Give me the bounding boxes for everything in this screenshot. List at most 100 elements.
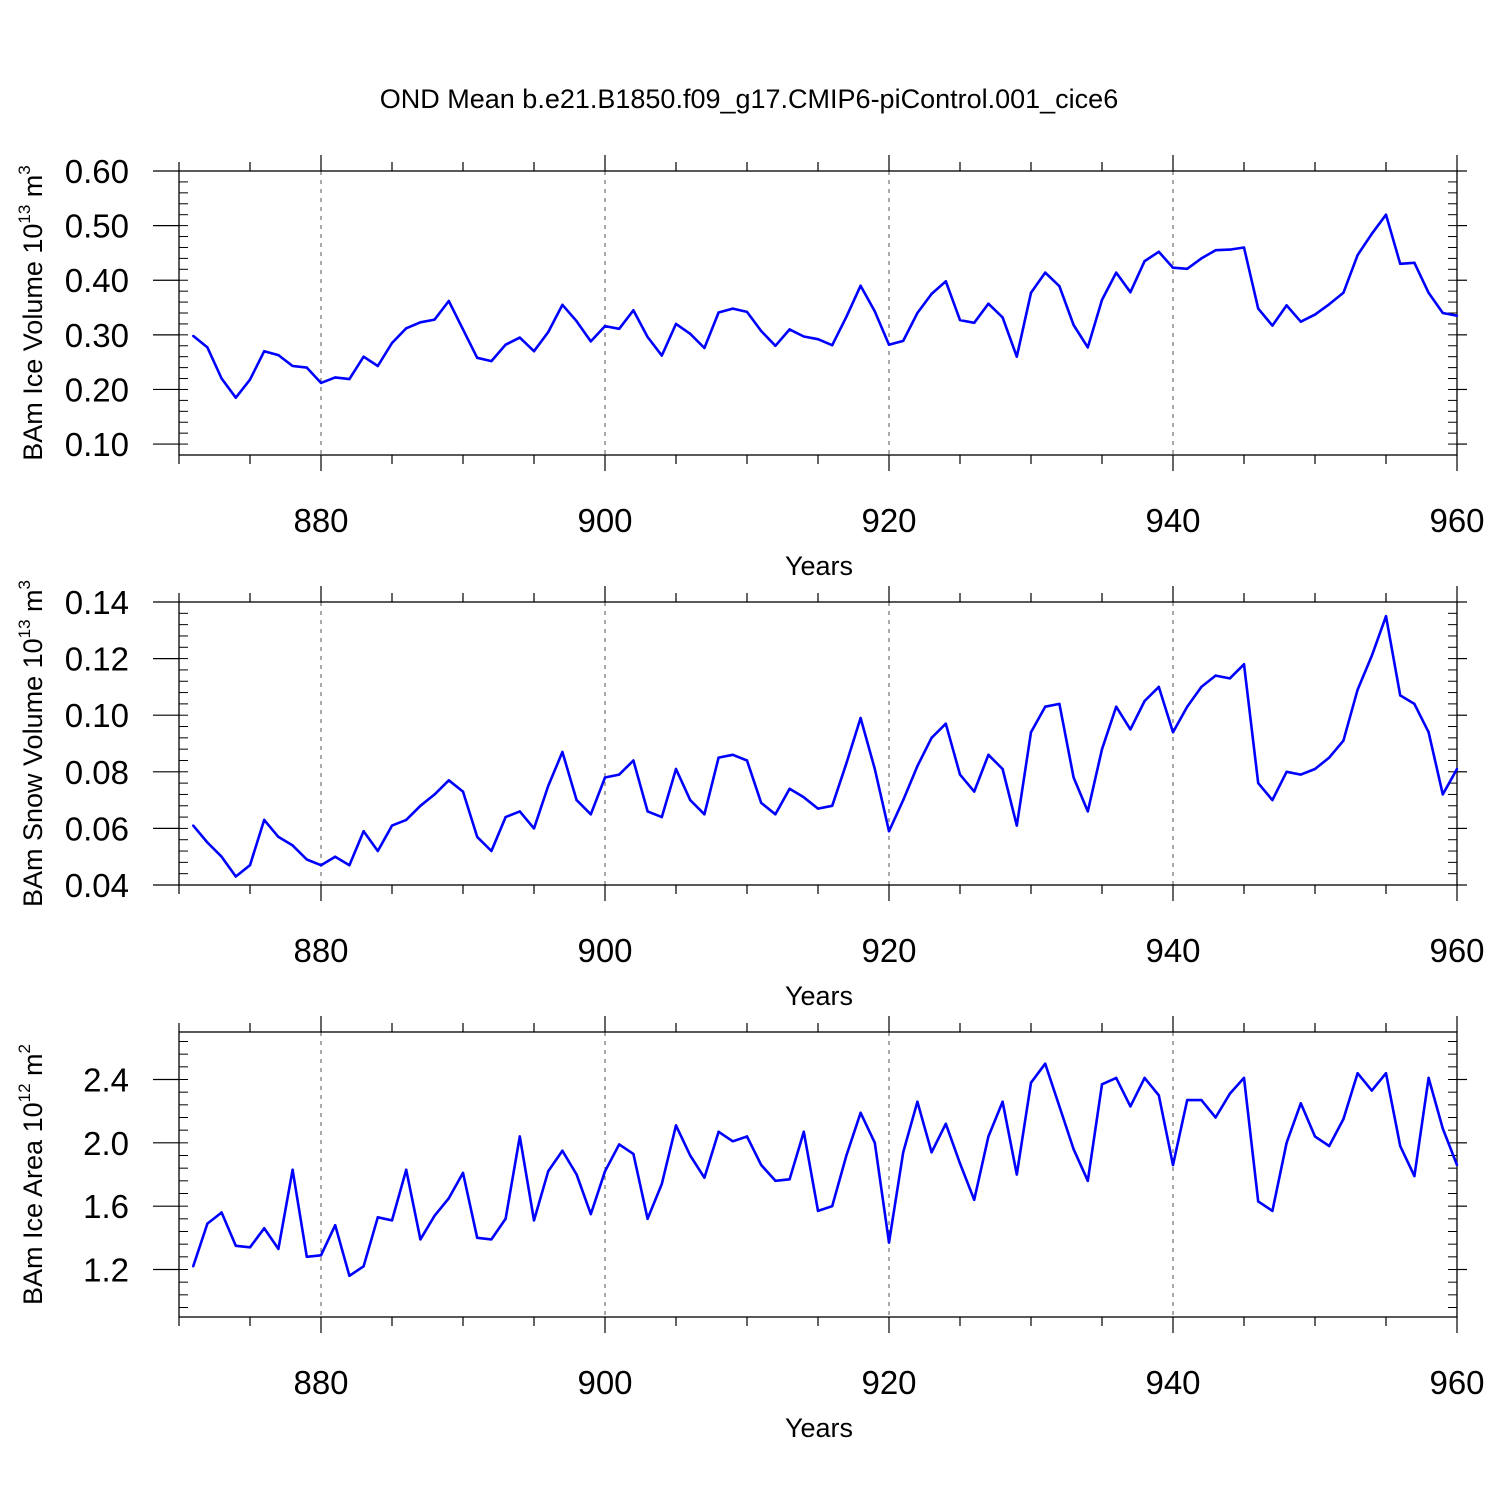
- data-point: [816, 1209, 820, 1213]
- data-point: [916, 311, 919, 315]
- y-tick-label: 0.40: [65, 262, 129, 299]
- data-point: [873, 767, 876, 771]
- data-point: [433, 318, 436, 321]
- data-point: [802, 796, 805, 799]
- data-point: [745, 759, 749, 762]
- data-point: [774, 344, 777, 347]
- y-tick-label: 0.10: [65, 697, 129, 734]
- data-point: [1100, 1083, 1104, 1086]
- y-tick-label: 0.10: [65, 426, 129, 463]
- data-point: [1115, 271, 1118, 274]
- data-point: [1356, 253, 1359, 257]
- data-point: [405, 818, 408, 822]
- data-point: [504, 343, 507, 346]
- data-point: [1242, 246, 1246, 249]
- data-point: [1441, 311, 1445, 315]
- data-point: [674, 322, 678, 326]
- data-point: [731, 1140, 734, 1143]
- data-point: [831, 344, 834, 347]
- data-point: [1200, 257, 1203, 260]
- data-point: [504, 1217, 507, 1221]
- series-line-snow-volume: [192, 614, 1459, 878]
- y-axis-label: BAm Snow Volume 1013 m3: [15, 580, 48, 907]
- data-point: [263, 350, 266, 353]
- data-point: [1015, 1173, 1018, 1176]
- data-point: [1271, 798, 1274, 802]
- data-point: [887, 343, 891, 346]
- data-point: [561, 303, 564, 307]
- data-point: [1342, 739, 1345, 742]
- data-point: [646, 335, 649, 339]
- data-point: [1455, 767, 1459, 771]
- data-point: [1271, 324, 1274, 327]
- data-point: [419, 321, 422, 324]
- data-point: [745, 310, 749, 314]
- data-point: [958, 1162, 962, 1165]
- x-tick-label: 920: [861, 502, 916, 539]
- data-point: [390, 341, 394, 345]
- data-point: [802, 1130, 805, 1133]
- y-tick-label: 0.14: [65, 584, 129, 621]
- data-point: [1342, 291, 1345, 294]
- data-point: [873, 310, 876, 313]
- data-point: [561, 750, 564, 754]
- data-point: [1455, 1163, 1459, 1167]
- data-point: [859, 716, 862, 720]
- data-point: [1072, 323, 1075, 327]
- data-point: [1214, 248, 1217, 252]
- data-point: [234, 875, 237, 878]
- data-point: [291, 844, 294, 847]
- data-point: [1086, 1179, 1090, 1183]
- y-axis-label-text: BAm Ice Area 10: [18, 1102, 48, 1305]
- data-point: [1342, 1117, 1345, 1121]
- data-point: [362, 1265, 365, 1268]
- data-point: [603, 776, 607, 779]
- data-point: [1186, 705, 1189, 708]
- data-point: [788, 328, 791, 331]
- y-axis-label-text: BAm Snow Volume 10: [18, 638, 48, 907]
- data-point: [334, 1223, 337, 1227]
- data-point: [1413, 1174, 1416, 1178]
- y-axis-label-text: m: [18, 175, 48, 205]
- data-point: [731, 307, 734, 310]
- data-point: [717, 311, 720, 314]
- data-point: [689, 1154, 692, 1157]
- data-point: [263, 818, 266, 822]
- data-point: [589, 340, 592, 343]
- data-point: [788, 1178, 791, 1181]
- data-point: [816, 338, 820, 341]
- data-point: [348, 863, 351, 867]
- data-point: [1328, 1144, 1331, 1148]
- data-point: [532, 350, 536, 353]
- data-point: [248, 863, 252, 867]
- chart-title: OND Mean b.e21.B1850.f09_g17.CMIP6-piCon…: [380, 84, 1118, 114]
- y-tick-label: 0.12: [65, 641, 129, 678]
- data-point: [1399, 694, 1402, 697]
- data-point: [1058, 1105, 1061, 1108]
- data-point: [1427, 730, 1430, 734]
- data-point: [1157, 250, 1161, 254]
- y-axis-label-superscript: 3: [15, 580, 34, 589]
- data-point: [1242, 663, 1246, 666]
- data-point: [930, 1151, 933, 1154]
- data-point: [1257, 307, 1260, 310]
- data-point: [1029, 291, 1033, 294]
- data-point: [1285, 770, 1288, 773]
- data-point: [660, 815, 663, 819]
- data-point: [1200, 1098, 1203, 1102]
- data-point: [433, 1214, 436, 1217]
- data-point: [987, 302, 990, 305]
- y-axis-label-superscript: 3: [15, 165, 34, 174]
- data-point: [291, 364, 294, 368]
- data-point: [632, 759, 635, 762]
- data-point: [490, 359, 493, 363]
- data-point: [476, 356, 479, 359]
- data-point: [220, 1211, 223, 1214]
- data-point: [277, 353, 280, 357]
- y-axis-label-text: BAm Ice Volume 10: [18, 224, 48, 461]
- data-point: [1384, 213, 1388, 216]
- data-point: [603, 324, 607, 328]
- y-tick-label: 0.60: [65, 153, 129, 190]
- y-axis-label-text: m: [18, 1053, 48, 1083]
